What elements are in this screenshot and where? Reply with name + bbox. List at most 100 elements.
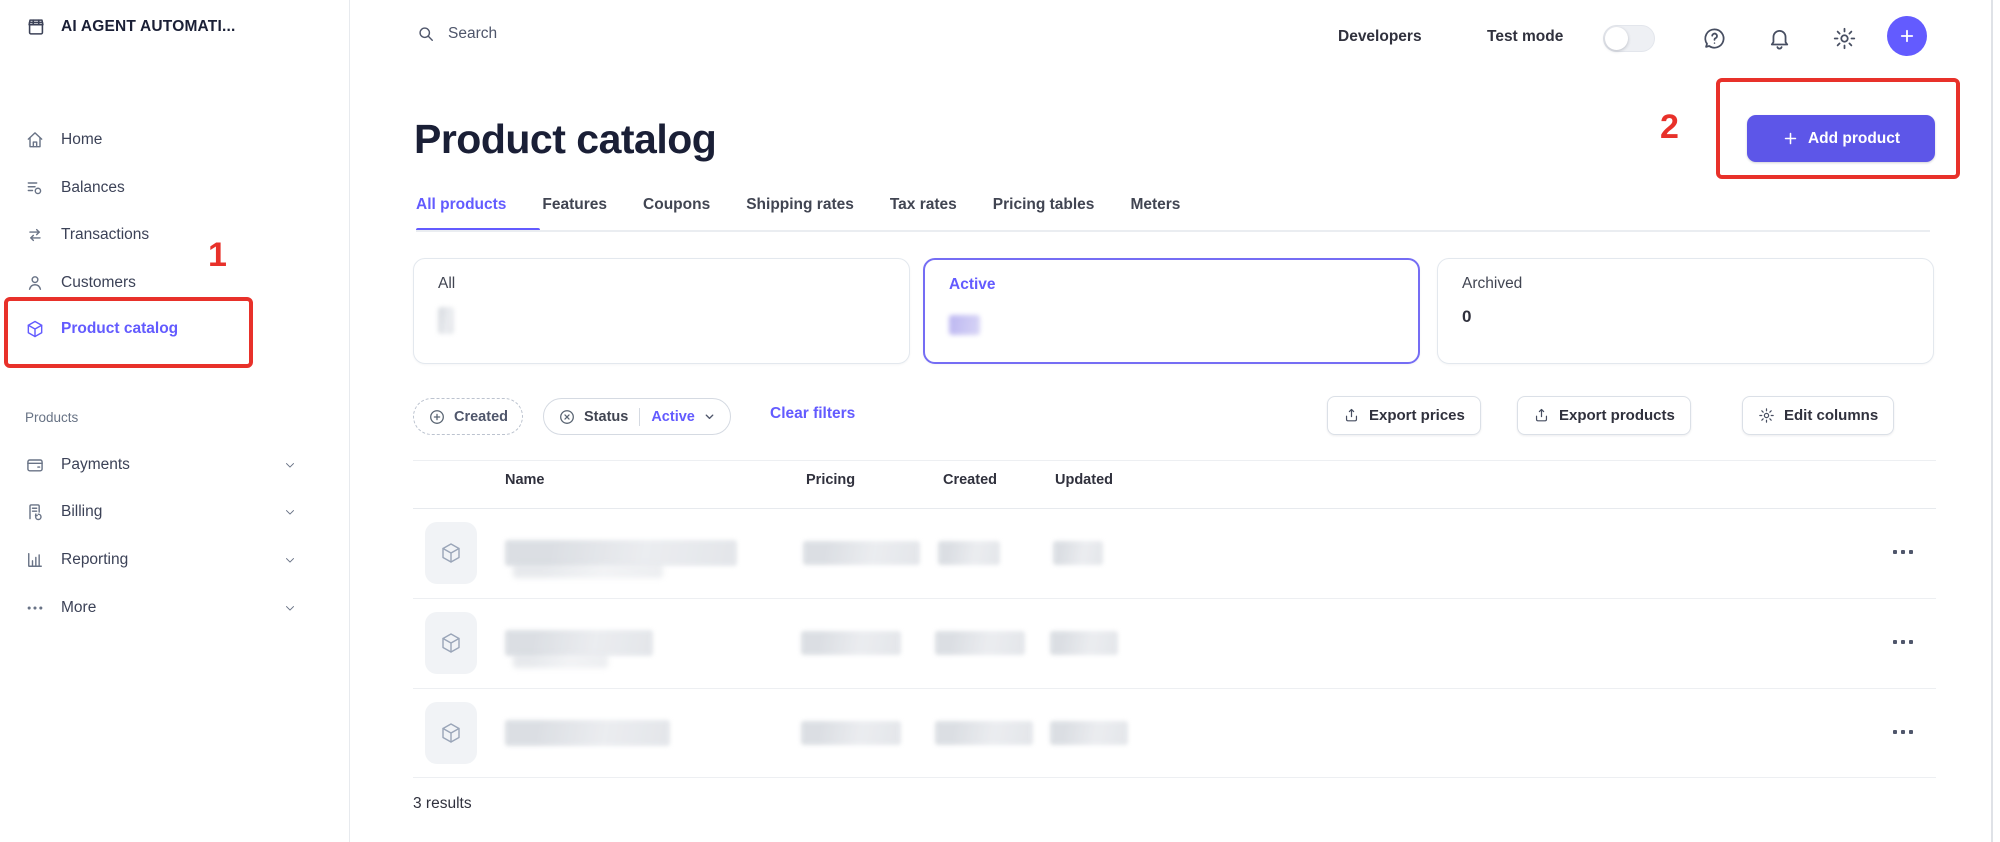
redacted-pricing — [803, 541, 920, 565]
filter-label: Created — [454, 408, 508, 425]
test-mode-toggle[interactable] — [1603, 25, 1655, 52]
table-bottom-divider — [413, 777, 1936, 778]
sidebar-item-label: More — [61, 599, 97, 616]
card-value: 0 — [1462, 307, 1472, 326]
search-bar[interactable] — [416, 24, 708, 44]
tabs-divider — [416, 230, 1930, 232]
sidebar-item-label: Billing — [61, 503, 103, 520]
reporting-icon — [25, 550, 45, 570]
sidebar-item-label: Transactions — [61, 226, 150, 243]
notifications-button[interactable] — [1767, 26, 1792, 51]
x-circle-icon — [558, 408, 576, 426]
sidebar-item-label: Customers — [61, 274, 136, 291]
home-icon — [25, 130, 45, 150]
card-label: All — [438, 275, 456, 292]
redacted-value — [438, 307, 454, 334]
annotation-step-2: 2 — [1660, 108, 1679, 146]
sidebar-item-label: Reporting — [61, 551, 129, 568]
test-mode-label: Test mode — [1487, 28, 1564, 45]
billing-icon — [25, 502, 45, 522]
tab-tax-rates[interactable]: Tax rates — [889, 196, 957, 213]
sidebar-item-more[interactable]: More — [25, 593, 325, 623]
pill-divider — [639, 407, 641, 426]
sidebar-item-label: Balances — [61, 179, 125, 196]
sidebar-item-product-catalog[interactable]: Product catalog — [25, 314, 325, 344]
account-switcher[interactable]: AI AGENT AUTOMATI... — [25, 16, 236, 38]
catalog-tabs: All products Features Coupons Shipping r… — [416, 196, 1180, 214]
chevron-down-icon — [283, 553, 297, 567]
sidebar-item-reporting[interactable]: Reporting — [25, 545, 325, 575]
column-header-name: Name — [505, 472, 545, 488]
payments-icon — [25, 455, 45, 475]
summary-card-all[interactable]: All — [413, 258, 910, 364]
help-button[interactable] — [1702, 26, 1727, 51]
sidebar-item-billing[interactable]: Billing — [25, 497, 325, 527]
add-product-button[interactable]: Add product — [1747, 115, 1935, 162]
scrollbar-track[interactable] — [1991, 0, 1993, 842]
chevron-down-icon — [703, 410, 716, 423]
search-input[interactable] — [448, 25, 708, 43]
edit-columns-button[interactable]: Edit columns — [1742, 396, 1895, 435]
transactions-icon — [25, 225, 45, 245]
table-row[interactable] — [413, 598, 1936, 688]
button-label: Export prices — [1369, 407, 1465, 424]
column-header-pricing: Pricing — [806, 472, 856, 488]
summary-card-archived[interactable]: Archived 0 — [1437, 258, 1934, 364]
filter-status-pill[interactable]: Status Active — [543, 398, 731, 435]
developers-link[interactable]: Developers — [1338, 28, 1422, 45]
export-icon — [1343, 407, 1360, 424]
tab-coupons[interactable]: Coupons — [643, 196, 711, 213]
tab-features[interactable]: Features — [542, 196, 608, 213]
sidebar-item-home[interactable]: Home — [25, 125, 325, 155]
redacted-name — [505, 540, 737, 566]
summary-card-active[interactable]: Active — [923, 258, 1420, 364]
redacted-created — [935, 721, 1033, 745]
plus-circle-icon — [428, 408, 446, 426]
toggle-knob — [1605, 27, 1628, 50]
plus-icon — [1782, 130, 1799, 147]
package-icon — [425, 612, 477, 674]
package-icon — [425, 522, 477, 584]
sidebar-item-payments[interactable]: Payments — [25, 450, 325, 480]
chevron-down-icon — [283, 458, 297, 472]
redacted-created — [938, 541, 1000, 565]
row-divider — [413, 688, 1936, 689]
sidebar-item-balances[interactable]: Balances — [25, 173, 325, 203]
search-icon — [416, 24, 436, 44]
sidebar-item-transactions[interactable]: Transactions — [25, 220, 325, 250]
redacted-name — [505, 630, 653, 656]
tab-shipping-rates[interactable]: Shipping rates — [746, 196, 854, 213]
gear-icon — [1758, 407, 1775, 424]
package-icon — [425, 702, 477, 764]
card-label: Active — [949, 276, 996, 293]
row-overflow-menu[interactable] — [1893, 640, 1913, 644]
redacted-updated — [1053, 541, 1103, 565]
export-products-button[interactable]: Export products — [1517, 396, 1691, 435]
tab-pricing-tables[interactable]: Pricing tables — [992, 196, 1095, 213]
table-row[interactable] — [413, 508, 1936, 598]
product-catalog-icon — [25, 319, 45, 339]
row-overflow-menu[interactable] — [1893, 730, 1913, 734]
clear-filters-link[interactable]: Clear filters — [770, 405, 856, 422]
settings-button[interactable] — [1832, 26, 1857, 51]
header-divider — [413, 508, 1936, 509]
table-row[interactable] — [413, 688, 1936, 778]
redacted-name-sub — [513, 654, 608, 668]
sidebar-item-label: Home — [61, 131, 103, 148]
export-prices-button[interactable]: Export prices — [1327, 396, 1481, 435]
storefront-icon — [25, 16, 47, 38]
export-icon — [1533, 407, 1550, 424]
filter-created-pill[interactable]: Created — [413, 398, 523, 435]
chevron-down-icon — [283, 601, 297, 615]
column-header-updated: Updated — [1055, 472, 1113, 488]
tab-all-products[interactable]: All products — [416, 196, 507, 213]
row-overflow-menu[interactable] — [1893, 550, 1913, 554]
redacted-pricing — [801, 721, 901, 745]
sidebar-item-customers[interactable]: Customers — [25, 268, 325, 298]
tab-meters[interactable]: Meters — [1130, 196, 1181, 213]
create-button[interactable] — [1887, 16, 1927, 56]
redacted-name — [505, 720, 670, 746]
button-label: Edit columns — [1784, 407, 1879, 424]
business-name: AI AGENT AUTOMATI... — [61, 18, 236, 35]
annotation-step-1: 1 — [208, 236, 227, 274]
